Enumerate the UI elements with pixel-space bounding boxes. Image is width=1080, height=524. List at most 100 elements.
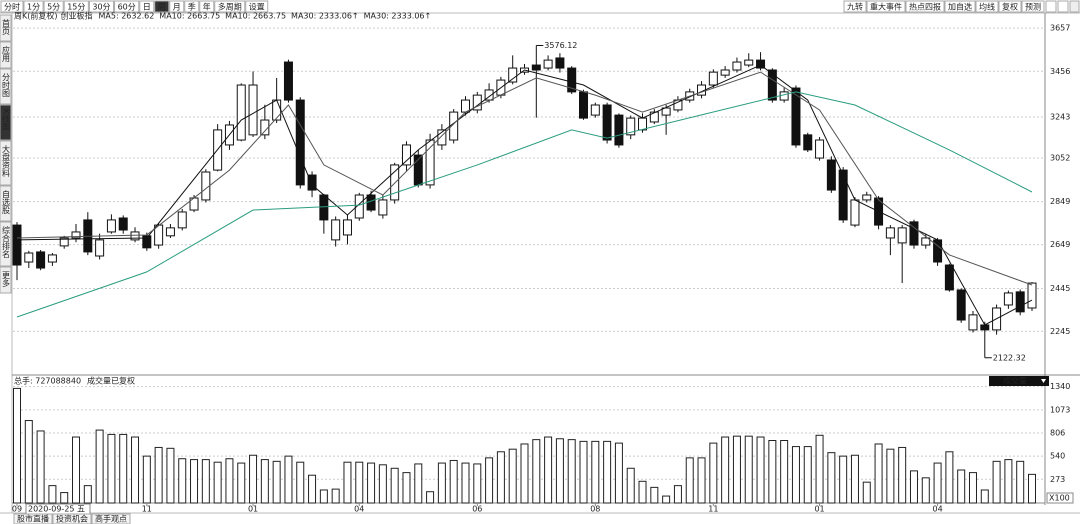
tool-button[interactable] <box>843 0 867 13</box>
tool-label[interactable]: 预测 <box>1025 2 1041 12</box>
tool-label[interactable]: 复权 <box>1002 2 1018 12</box>
period-button[interactable] <box>154 0 170 13</box>
legend-item: MA30: 2333.06↑ <box>364 12 432 21</box>
period-label[interactable]: 年 <box>203 2 211 12</box>
period-label[interactable]: 30分 <box>92 3 110 12</box>
candle-body <box>130 231 140 241</box>
period-label[interactable]: 60分 <box>118 3 136 12</box>
x-tick-label: 11 <box>142 505 152 514</box>
volume-bar <box>756 436 765 504</box>
period-button[interactable] <box>63 0 89 13</box>
sidebar-tab[interactable] <box>0 68 12 105</box>
x-tick-label: 06 <box>472 505 482 514</box>
tool-button[interactable] <box>905 0 945 13</box>
candle-body <box>590 104 600 116</box>
candle-body <box>626 117 636 136</box>
footer-tab-label[interactable]: 投资机会 <box>56 514 88 524</box>
candle-body <box>508 67 518 83</box>
sidebar-tab[interactable] <box>0 14 12 42</box>
scroll-icon[interactable] <box>1069 0 1080 13</box>
cursor-label: 2020-09-25 五 <box>28 505 85 514</box>
tool-label[interactable]: 热点四报 <box>909 2 941 12</box>
volume-selector[interactable] <box>989 376 1049 386</box>
period-label[interactable]: 5分 <box>47 3 60 12</box>
sidebar-label[interactable]: 更多 <box>2 271 11 288</box>
tool-label[interactable]: 加自选 <box>948 2 972 12</box>
candle-body <box>401 144 411 166</box>
volume-bar <box>72 436 81 504</box>
candle-body <box>47 254 57 263</box>
volume-bar <box>992 460 1001 504</box>
sidebar-tab[interactable] <box>0 266 12 294</box>
period-label[interactable]: 分时 <box>4 2 20 12</box>
period-button[interactable] <box>114 0 140 13</box>
volume-bar <box>237 462 246 504</box>
volume-bar <box>426 491 435 504</box>
period-label[interactable]: 设置 <box>249 2 265 12</box>
volume-bar <box>319 489 328 504</box>
tool-button[interactable] <box>944 0 976 13</box>
sidebar-tab[interactable] <box>0 104 12 141</box>
footer-tab[interactable] <box>91 513 131 524</box>
footer-tab[interactable] <box>13 513 53 524</box>
y-tick-label: 273 <box>1050 475 1065 484</box>
candle-body <box>331 219 341 241</box>
y-tick-label: 540 <box>1050 452 1065 461</box>
volume-selector-label[interactable]: 成交量 <box>1003 376 1027 386</box>
tool-label[interactable]: 重大事件 <box>870 2 902 12</box>
period-button[interactable] <box>23 0 44 13</box>
sidebar-label[interactable]: K线图 <box>2 109 11 131</box>
period-button[interactable] <box>245 0 269 13</box>
volume-bar <box>886 448 895 504</box>
footer-tab-label[interactable]: 股市直播 <box>17 514 49 524</box>
sidebar-tab[interactable] <box>0 140 12 186</box>
period-label[interactable]: 日 <box>143 3 151 12</box>
dropdown-arrow[interactable] <box>1041 379 1046 383</box>
period-button[interactable] <box>43 0 64 13</box>
sidebar-label[interactable]: 首页 <box>2 18 11 36</box>
tool-button[interactable] <box>1021 0 1045 13</box>
sidebar-label[interactable]: 大盘资料 <box>2 144 11 178</box>
period-label[interactable]: 季 <box>188 2 196 12</box>
sidebar-label[interactable]: 分时图 <box>2 73 11 98</box>
period-button[interactable] <box>0 0 24 13</box>
period-button[interactable] <box>88 0 115 13</box>
candle-body <box>165 227 175 237</box>
sidebar-label[interactable]: 综合排名 <box>2 225 11 259</box>
sidebar-tab[interactable] <box>0 41 12 69</box>
candle-body <box>838 169 848 221</box>
tool-button[interactable] <box>998 0 1022 13</box>
tool-button[interactable] <box>866 0 906 13</box>
volume-bar <box>260 459 269 504</box>
tool-label[interactable]: 均线 <box>979 2 995 12</box>
period-button[interactable] <box>199 0 215 13</box>
period-label[interactable]: 15分 <box>67 3 85 12</box>
footer-tab-label[interactable]: 高手观点 <box>95 514 127 524</box>
candle-body <box>36 251 46 269</box>
ma-line <box>16 64 1033 326</box>
period-label[interactable]: 周 <box>158 3 166 12</box>
candle-body <box>71 231 81 239</box>
tool-label[interactable]: 九转 <box>847 2 863 12</box>
period-label[interactable]: 1分 <box>27 3 40 12</box>
print-icon[interactable] <box>1057 0 1069 13</box>
lock-icon[interactable] <box>1045 0 1057 13</box>
tool-button[interactable] <box>975 0 999 13</box>
period-label[interactable]: 多周期 <box>218 2 242 12</box>
period-button[interactable] <box>139 0 155 13</box>
period-label[interactable]: 月 <box>173 3 181 12</box>
period-button[interactable] <box>184 0 200 13</box>
sidebar-label[interactable]: 自选股 <box>2 189 11 215</box>
period-button[interactable] <box>214 0 246 13</box>
annotation-label: 2122.32 <box>993 353 1026 362</box>
volume-bar <box>980 489 989 504</box>
sidebar-tab[interactable] <box>0 185 12 222</box>
sidebar-label[interactable]: 应用 <box>2 45 11 63</box>
period-button[interactable] <box>169 0 185 13</box>
sidebar-tab[interactable] <box>0 221 12 267</box>
footer-tab[interactable] <box>52 513 92 524</box>
y-tick-label: 2445 <box>1050 284 1070 293</box>
candle-body <box>283 61 293 101</box>
x-tick-label: 04 <box>354 505 364 514</box>
volume-bar <box>827 452 836 504</box>
